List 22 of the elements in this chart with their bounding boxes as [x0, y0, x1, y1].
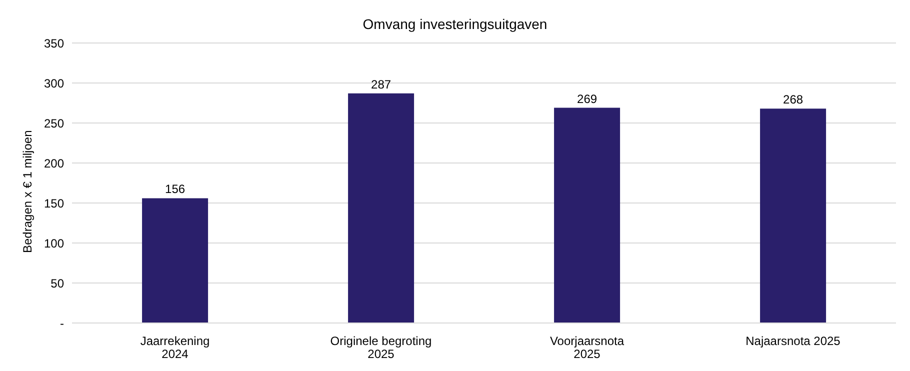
x-tick-label: Voorjaarsnota 2025 [550, 334, 624, 361]
y-tick-label: 50 [50, 276, 64, 290]
bar [760, 108, 826, 323]
x-tick-label: Originele begroting 2025 [330, 334, 432, 361]
y-tick-label: 250 [44, 116, 64, 130]
data-label: 269 [577, 92, 598, 106]
y-tick-label: 200 [44, 156, 64, 170]
y-tick-label: 300 [44, 76, 64, 90]
y-tick-label: - [60, 316, 64, 330]
data-label: 156 [165, 182, 186, 196]
data-label: 268 [783, 92, 804, 107]
bar [348, 93, 414, 323]
y-tick-label: 350 [44, 36, 64, 50]
x-tick-label: Jaarrekening 2024 [140, 334, 210, 361]
data-label: 287 [371, 77, 392, 92]
y-tick-label: 150 [44, 196, 64, 210]
y-axis-title: Bedragen x € 1 miljoen [20, 130, 34, 253]
bar [554, 108, 620, 323]
bar [142, 198, 208, 323]
y-tick-label: 100 [44, 236, 64, 250]
x-tick-label: Najaarsnota 2025 [746, 334, 841, 348]
chart-title: Omvang investeringsuitgaven [362, 16, 548, 32]
